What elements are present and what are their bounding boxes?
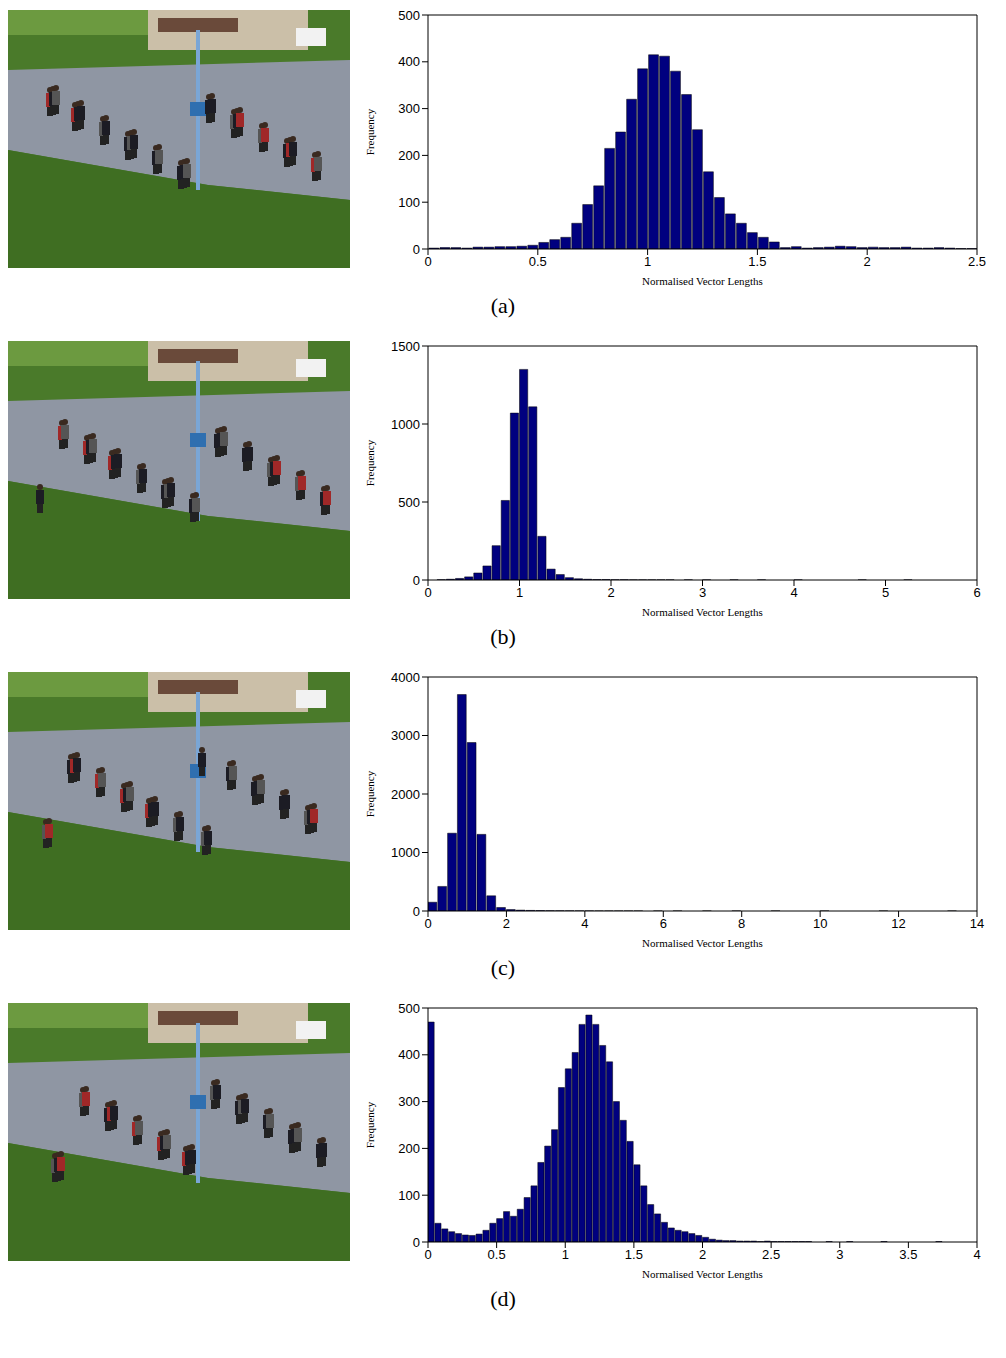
svg-text:0: 0 xyxy=(413,1235,420,1250)
svg-text:1000: 1000 xyxy=(391,845,420,860)
svg-text:2: 2 xyxy=(503,916,510,931)
svg-text:Normalised Vector Lengths: Normalised Vector Lengths xyxy=(642,937,763,949)
svg-text:10: 10 xyxy=(813,916,827,931)
svg-text:0: 0 xyxy=(413,242,420,257)
svg-text:0: 0 xyxy=(424,585,431,600)
html-text:(b): (b) xyxy=(490,624,516,649)
svg-text:3000: 3000 xyxy=(391,728,420,743)
svg-text:5: 5 xyxy=(882,585,889,600)
svg-text:2000: 2000 xyxy=(391,787,420,802)
svg-text:0.5: 0.5 xyxy=(488,1247,506,1262)
svg-text:Frequency: Frequency xyxy=(364,108,376,155)
svg-text:3: 3 xyxy=(699,585,706,600)
svg-text:1000: 1000 xyxy=(391,417,420,432)
svg-text:1500: 1500 xyxy=(391,339,420,354)
svg-text:Normalised Vector Lengths: Normalised Vector Lengths xyxy=(642,1268,763,1280)
svg-text:Frequency: Frequency xyxy=(364,1101,376,1148)
svg-text:4: 4 xyxy=(790,585,797,600)
svg-text:0: 0 xyxy=(413,904,420,919)
svg-text:300: 300 xyxy=(398,1094,420,1109)
svg-text:1.5: 1.5 xyxy=(748,254,766,269)
svg-text:2: 2 xyxy=(607,585,614,600)
html-text:(a): (a) xyxy=(490,293,516,318)
svg-text:500: 500 xyxy=(398,1001,420,1016)
svg-text:500: 500 xyxy=(398,495,420,510)
svg-text:100: 100 xyxy=(398,195,420,210)
svg-text:8: 8 xyxy=(738,916,745,931)
svg-text:2.5: 2.5 xyxy=(968,254,986,269)
svg-text:Frequency: Frequency xyxy=(364,439,376,486)
svg-text:0: 0 xyxy=(424,254,431,269)
svg-text:Normalised Vector Lengths: Normalised Vector Lengths xyxy=(642,606,763,618)
svg-text:2: 2 xyxy=(864,254,871,269)
svg-text:3.5: 3.5 xyxy=(899,1247,917,1262)
svg-text:200: 200 xyxy=(398,1141,420,1156)
svg-text:4000: 4000 xyxy=(391,670,420,685)
svg-text:300: 300 xyxy=(398,101,420,116)
svg-text:14: 14 xyxy=(970,916,984,931)
svg-text:3: 3 xyxy=(836,1247,843,1262)
svg-text:6: 6 xyxy=(660,916,667,931)
svg-text:0: 0 xyxy=(424,1247,431,1262)
svg-text:Normalised Vector Lengths: Normalised Vector Lengths xyxy=(642,275,763,287)
svg-text:1: 1 xyxy=(516,585,523,600)
svg-text:200: 200 xyxy=(398,148,420,163)
svg-text:400: 400 xyxy=(398,1047,420,1062)
svg-text:500: 500 xyxy=(398,8,420,23)
html-text:(c): (c) xyxy=(490,955,516,980)
svg-text:2.5: 2.5 xyxy=(762,1247,780,1262)
svg-text:1: 1 xyxy=(562,1247,569,1262)
svg-text:0: 0 xyxy=(413,573,420,588)
svg-text:100: 100 xyxy=(398,1188,420,1203)
svg-text:6: 6 xyxy=(973,585,980,600)
svg-text:400: 400 xyxy=(398,54,420,69)
svg-text:1.5: 1.5 xyxy=(625,1247,643,1262)
svg-text:1: 1 xyxy=(644,254,651,269)
svg-text:4: 4 xyxy=(581,916,588,931)
svg-text:4: 4 xyxy=(973,1247,980,1262)
svg-text:0: 0 xyxy=(424,916,431,931)
html-text:(d): (d) xyxy=(490,1286,516,1311)
svg-text:12: 12 xyxy=(891,916,905,931)
svg-text:2: 2 xyxy=(699,1247,706,1262)
svg-text:Frequency: Frequency xyxy=(364,770,376,817)
svg-text:0.5: 0.5 xyxy=(529,254,547,269)
